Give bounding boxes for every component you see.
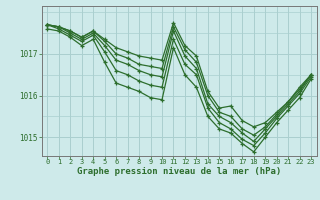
X-axis label: Graphe pression niveau de la mer (hPa): Graphe pression niveau de la mer (hPa) <box>77 167 281 176</box>
